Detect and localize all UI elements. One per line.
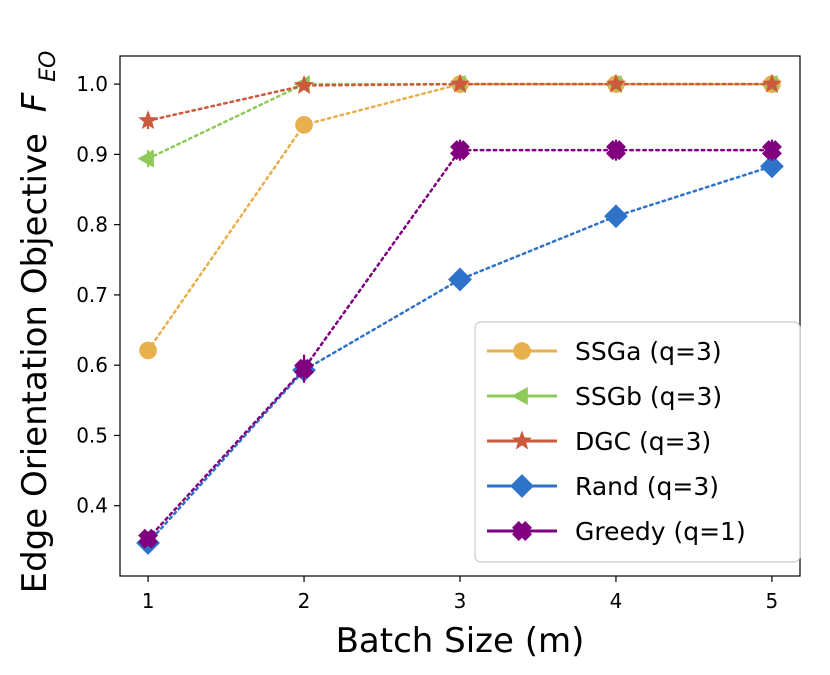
data-point — [294, 358, 315, 379]
y-axis-label-subscript: EO — [36, 51, 61, 82]
data-point — [450, 140, 470, 161]
legend-label: DGC (q=3) — [575, 427, 711, 456]
legend-marker — [511, 387, 528, 405]
y-tick-label: 0.9 — [76, 142, 108, 166]
legend-marker — [513, 342, 531, 360]
legend-label: SSGb (q=3) — [575, 382, 722, 411]
data-point — [137, 149, 154, 168]
data-point — [761, 140, 782, 161]
y-axis-label-text: Edge Orientation Objective — [15, 133, 55, 593]
legend-marker — [510, 474, 534, 498]
legend: SSGa (q=3) SSGb (q=3) DGC (q=3) Rand (q=3) G… — [474, 321, 801, 563]
series-line — [146, 82, 774, 352]
y-tick-label: 0.8 — [76, 213, 108, 237]
y-axis-label-symbol: F — [15, 92, 55, 112]
y-axis-label: Edge Orientation Objective F EO — [15, 51, 61, 594]
y-tick-label: 1.0 — [76, 72, 108, 96]
series-greedy — [138, 139, 782, 549]
legend-label: Greedy (q=1) — [575, 517, 746, 546]
ticks-layer: 1 2 3 4 5 0.4 0.5 0.6 0.7 0.8 0.9 1.0 — [76, 72, 778, 613]
data-point — [760, 154, 784, 179]
series-line — [146, 82, 774, 122]
x-tick-label: 1 — [142, 589, 155, 613]
x-tick-label: 2 — [298, 589, 311, 613]
legend-entry: Rand (q=3) — [487, 472, 719, 501]
y-tick-label: 0.4 — [76, 494, 108, 518]
legend-entry: SSGb (q=3) — [487, 382, 722, 411]
series-dgc — [138, 73, 782, 130]
x-tick-label: 5 — [766, 589, 779, 613]
x-tick-label: 4 — [610, 589, 623, 613]
data-point — [139, 341, 157, 360]
data-point — [605, 140, 626, 161]
y-tick-label: 0.5 — [76, 423, 108, 447]
legend-label: SSGa (q=3) — [575, 337, 722, 366]
y-tick-label: 0.6 — [76, 353, 108, 377]
legend-marker — [512, 521, 532, 541]
data-point — [605, 73, 626, 93]
data-point — [295, 116, 313, 134]
data-point — [294, 74, 315, 95]
legend-entry: DGC (q=3) — [487, 427, 711, 456]
series-layer — [136, 73, 784, 555]
data-point — [761, 73, 782, 93]
data-point — [449, 73, 471, 93]
data-point — [448, 267, 472, 292]
x-axis-label: Batch Size (m) — [336, 621, 585, 661]
data-point — [604, 204, 628, 229]
x-tick-label: 3 — [454, 589, 467, 613]
data-point — [138, 110, 159, 130]
series-ssga — [139, 75, 781, 360]
legend-box — [474, 321, 801, 563]
legend-entry: SSGa (q=3) — [487, 337, 722, 366]
legend-marker — [511, 430, 533, 450]
data-point — [138, 528, 159, 549]
y-tick-label: 0.7 — [76, 283, 108, 307]
legend-entry: Greedy (q=1) — [487, 517, 746, 546]
legend-label: Rand (q=3) — [575, 472, 719, 501]
